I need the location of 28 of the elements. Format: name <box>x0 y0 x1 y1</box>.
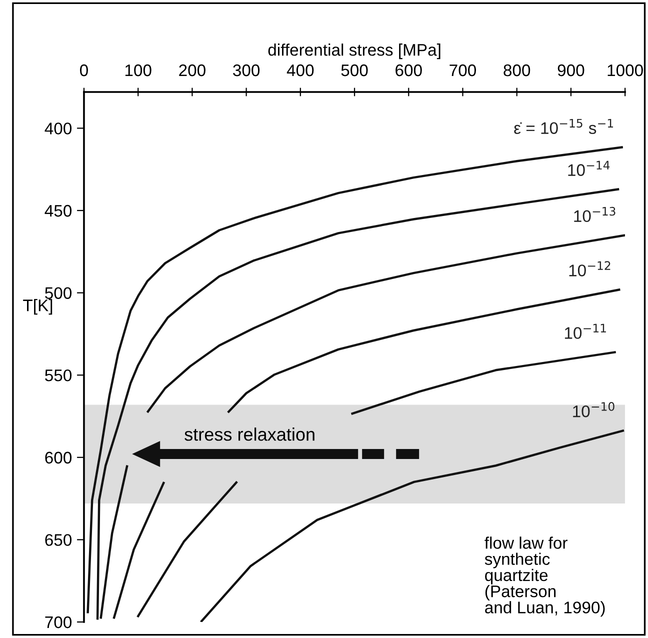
x-tick-label: 100 <box>125 64 152 76</box>
x-tick-label: 300 <box>233 64 260 76</box>
x-tick-label: 1000 <box>608 64 643 76</box>
series-label: 10$^{−11}$ <box>564 324 606 339</box>
x-tick-label: 200 <box>179 64 206 76</box>
series-label: 10$^{−12}$ <box>569 261 610 276</box>
series-label: 10$^{−13}$ <box>574 206 616 222</box>
x-axis-title: differential stress [MPa] <box>268 44 440 60</box>
y-tick-label: 550 <box>45 370 72 382</box>
y-tick-label: 500 <box>45 287 72 300</box>
annotation: flow law for synthetic quartzite (Paterson and Luan, 1990) <box>484 536 605 617</box>
series-label: ε̇ = 10$^{−15}$ s$^{−1}$ <box>514 118 614 134</box>
x-tick-label: 500 <box>341 64 368 76</box>
annotation: stress relaxation <box>184 428 314 441</box>
x-tick-label: 0 <box>80 64 88 76</box>
y-tick-label: 700 <box>45 616 72 628</box>
y-tick-label: 600 <box>45 452 72 464</box>
series-label: 10$^{−10}$ <box>573 402 614 418</box>
y-tick-label: 650 <box>45 534 72 546</box>
x-tick-label: 600 <box>396 64 422 76</box>
series-label: 10$^{−14}$ <box>568 160 610 176</box>
x-tick-label: 400 <box>286 64 314 76</box>
y-axis-title: T[K] <box>23 299 52 315</box>
y-tick-label: 450 <box>44 204 72 217</box>
x-tick-label: 800 <box>504 64 530 76</box>
y-tick-label: 400 <box>44 122 72 134</box>
x-tick-label: 900 <box>558 64 584 76</box>
x-tick-label: 700 <box>450 64 476 76</box>
